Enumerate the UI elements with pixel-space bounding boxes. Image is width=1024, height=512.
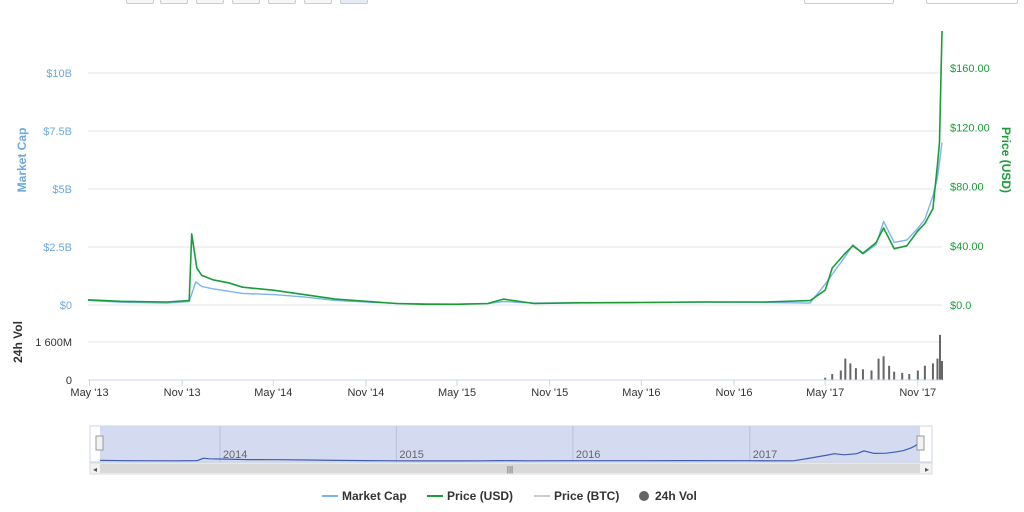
scrollbar-thumb[interactable] (100, 464, 920, 473)
volume-bar (931, 363, 934, 380)
legend-label: Price (USD) (447, 489, 513, 503)
date-to-input[interactable] (926, 0, 1018, 4)
zoom-button[interactable] (196, 0, 224, 4)
legend-label: Market Cap (342, 489, 407, 503)
navigator-right-handle[interactable] (916, 435, 925, 451)
volume-bar (893, 371, 896, 380)
navigator-year-label: 2016 (576, 449, 600, 461)
legend-item[interactable]: Market Cap (322, 489, 407, 503)
volume-bar (908, 374, 911, 380)
zoom-button[interactable] (304, 0, 332, 4)
scroll-left-arrow-icon[interactable]: ◂ (93, 465, 97, 474)
volume-bar (839, 370, 842, 380)
navigator-left-handle[interactable] (95, 435, 104, 451)
x-tick-label: Nov '15 (531, 387, 568, 399)
scrollbar-grip-icon: ||| (507, 465, 513, 474)
navigator-year-label: 2017 (753, 449, 777, 461)
volume-bar (936, 358, 939, 380)
left-axis-title: Market Cap (15, 128, 29, 193)
scroll-right-arrow-icon[interactable]: ▸ (925, 465, 929, 474)
x-tick-label: Nov '13 (164, 387, 201, 399)
x-tick-label: Nov '16 (716, 387, 753, 399)
zoom-button[interactable] (160, 0, 188, 4)
zoom-button[interactable] (126, 0, 154, 4)
x-tick-label: May '15 (438, 387, 476, 399)
price-usd-line[interactable] (87, 30, 943, 306)
right-tick-label: $0.0 (950, 300, 971, 312)
left-tick-label: $7.5B (43, 126, 72, 138)
left-tick-label: $2.5B (43, 242, 72, 254)
volume-bar (844, 358, 847, 380)
navigator-year-label: 2014 (223, 449, 247, 461)
legend-label: 24h Vol (655, 489, 697, 503)
left-tick-label: $5B (52, 184, 72, 196)
x-tick-label: Nov '14 (347, 387, 384, 399)
volume-bar (916, 370, 919, 380)
zoom-button[interactable] (232, 0, 260, 4)
date-from-input[interactable] (804, 0, 894, 4)
left-tick-label: $0 (60, 300, 72, 312)
legend-symbol (639, 491, 649, 501)
x-tick-label: Nov '17 (899, 387, 936, 399)
zoom-button-selected[interactable] (340, 0, 368, 4)
right-axis-title: Price (USD) (999, 127, 1013, 193)
navigator-year-label: 2015 (399, 449, 423, 461)
volume-bar (824, 377, 827, 380)
legend-item[interactable]: 24h Vol (639, 489, 697, 503)
right-tick-label: $80.00 (950, 182, 984, 194)
x-tick-label: May '13 (70, 387, 108, 399)
left-tick-label: $10B (46, 68, 72, 80)
legend-label: Price (BTC) (554, 489, 619, 503)
volume-tick-label: 0 (66, 375, 72, 387)
x-tick-label: May '14 (254, 387, 292, 399)
volume-bar (831, 374, 834, 380)
volume-axis-title: 24h Vol (11, 321, 25, 363)
volume-bar (941, 361, 943, 380)
volume-bar (888, 365, 891, 380)
right-tick-label: $120.00 (950, 122, 990, 134)
volume-bar (854, 368, 857, 380)
volume-bar (938, 334, 941, 380)
volume-bar (923, 365, 926, 380)
volume-bar (870, 370, 873, 380)
zoom-button[interactable] (268, 0, 296, 4)
volume-bar (849, 363, 852, 380)
volume-bar (877, 358, 880, 380)
x-tick-label: May '16 (622, 387, 660, 399)
navigator-selection[interactable] (100, 426, 920, 462)
legend-item[interactable]: Price (USD) (427, 489, 513, 503)
volume-bar (882, 356, 885, 380)
volume-tick-label: 1 600M (35, 337, 72, 349)
volume-bar (861, 369, 864, 380)
legend-item[interactable]: Price (BTC) (534, 489, 619, 503)
navigator-series-line (99, 440, 921, 462)
right-tick-label: $40.00 (950, 241, 984, 253)
volume-bar (901, 372, 904, 380)
x-tick-label: May '17 (806, 387, 844, 399)
right-tick-label: $160.00 (950, 63, 990, 75)
